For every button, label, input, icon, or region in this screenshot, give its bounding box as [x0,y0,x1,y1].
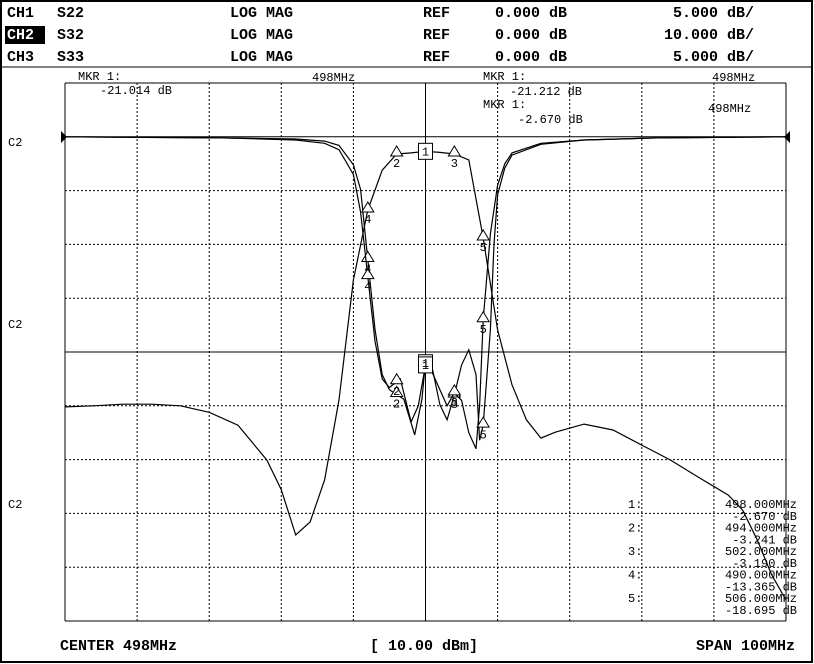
marker-triangle [389,145,404,157]
channel-label: C2 [8,318,22,332]
marker-number: 1 [422,145,429,159]
marker-triangle [447,383,462,396]
marker-number: 4 [364,280,371,294]
ref-pointer [784,131,790,143]
marker-readout-label: MKR 1: [483,98,526,112]
marker-table-index: 2: [628,522,642,536]
marker-number: 5 [480,428,487,442]
header-text: LOG MAG [230,49,293,66]
marker-triangle [360,250,375,262]
marker-number: 2 [393,385,400,399]
header-text: CH2 [7,27,34,44]
marker-table-index: 1: [628,498,642,512]
marker-triangle [360,200,375,213]
marker-triangle [447,145,462,157]
marker-triangle [476,310,491,323]
marker-box [418,142,433,160]
footer-center: CENTER 498MHz [60,638,177,655]
marker-table-level: -2.670 dB [732,510,797,524]
header-text: CH3 [7,49,34,66]
ref-pointer [61,131,67,143]
marker-triangle [476,416,491,428]
header-text: S22 [57,5,84,22]
header-text: 10.000 dB/ [664,27,754,44]
marker-readout-level: -2.670 dB [518,113,583,127]
marker-table-freq: 494.000MHz [725,522,797,536]
marker-table-index: 3: [628,545,642,559]
marker-readout-level: -21.014 dB [100,84,172,98]
marker-readout-freq: 498MHz [712,71,755,85]
footer-power: [ 10.00 dBm] [370,638,478,655]
marker-table-level: -13.365 dB [725,581,797,595]
marker-table-freq: 490.000MHz [725,569,797,583]
marker-number: 5 [480,323,487,337]
plot [2,66,812,622]
marker-number: 2 [393,157,400,171]
marker-readout-label: MKR 1: [483,70,526,84]
marker-number: 4 [364,263,371,277]
trace [64,136,787,441]
marker-triangle [476,228,491,241]
marker-table-level: -3.241 dB [732,534,797,548]
marker-table-freq: 506.000MHz [725,592,797,606]
marker-readout-level: -21.212 dB [510,85,582,99]
marker-triangle [360,267,375,280]
active-channel-highlight [5,26,45,44]
header-text: LOG MAG [230,27,293,44]
marker-number: 3 [451,398,458,412]
footer-span: SPAN 100MHz [696,638,795,655]
header-text: 5.000 dB/ [673,5,754,22]
marker-readout-label: MKR 1: [78,70,121,84]
trace [64,136,787,450]
marker-box [418,356,433,374]
header-text: 0.000 dB [495,27,567,44]
marker-number: 3 [451,157,458,171]
marker-number: 1 [422,357,429,371]
marker-table-level: -18.695 dB [725,604,797,618]
header-text: LOG MAG [230,5,293,22]
marker-readout-freq: 498MHz [708,102,751,116]
header-text: REF [423,27,450,44]
channel-label: C2 [8,136,22,150]
marker-number: 3 [451,396,458,410]
marker-table-index: 4: [628,569,642,583]
marker-number: 2 [393,398,400,412]
marker-table-freq: 498.000MHz [725,498,797,512]
header-text: 0.000 dB [495,5,567,22]
marker-readout-freq: 498MHz [312,71,355,85]
marker-table-level: -3.190 dB [732,557,797,571]
marker-number: 1 [422,359,429,373]
header-text: S33 [57,49,84,66]
channel-label: C2 [8,498,22,512]
marker-triangle [389,372,404,385]
header-text: 5.000 dB/ [673,49,754,66]
marker-table-freq: 502.000MHz [725,545,797,559]
marker-table-index: 5: [628,592,642,606]
header-text: 0.000 dB [495,49,567,66]
header-text: CH1 [7,5,34,22]
header-text: S32 [57,27,84,44]
header-text: REF [423,5,450,22]
marker-triangle [389,385,404,398]
marker-number: 4 [364,213,371,227]
marker-number: 5 [480,241,487,255]
header-text: REF [423,49,450,66]
